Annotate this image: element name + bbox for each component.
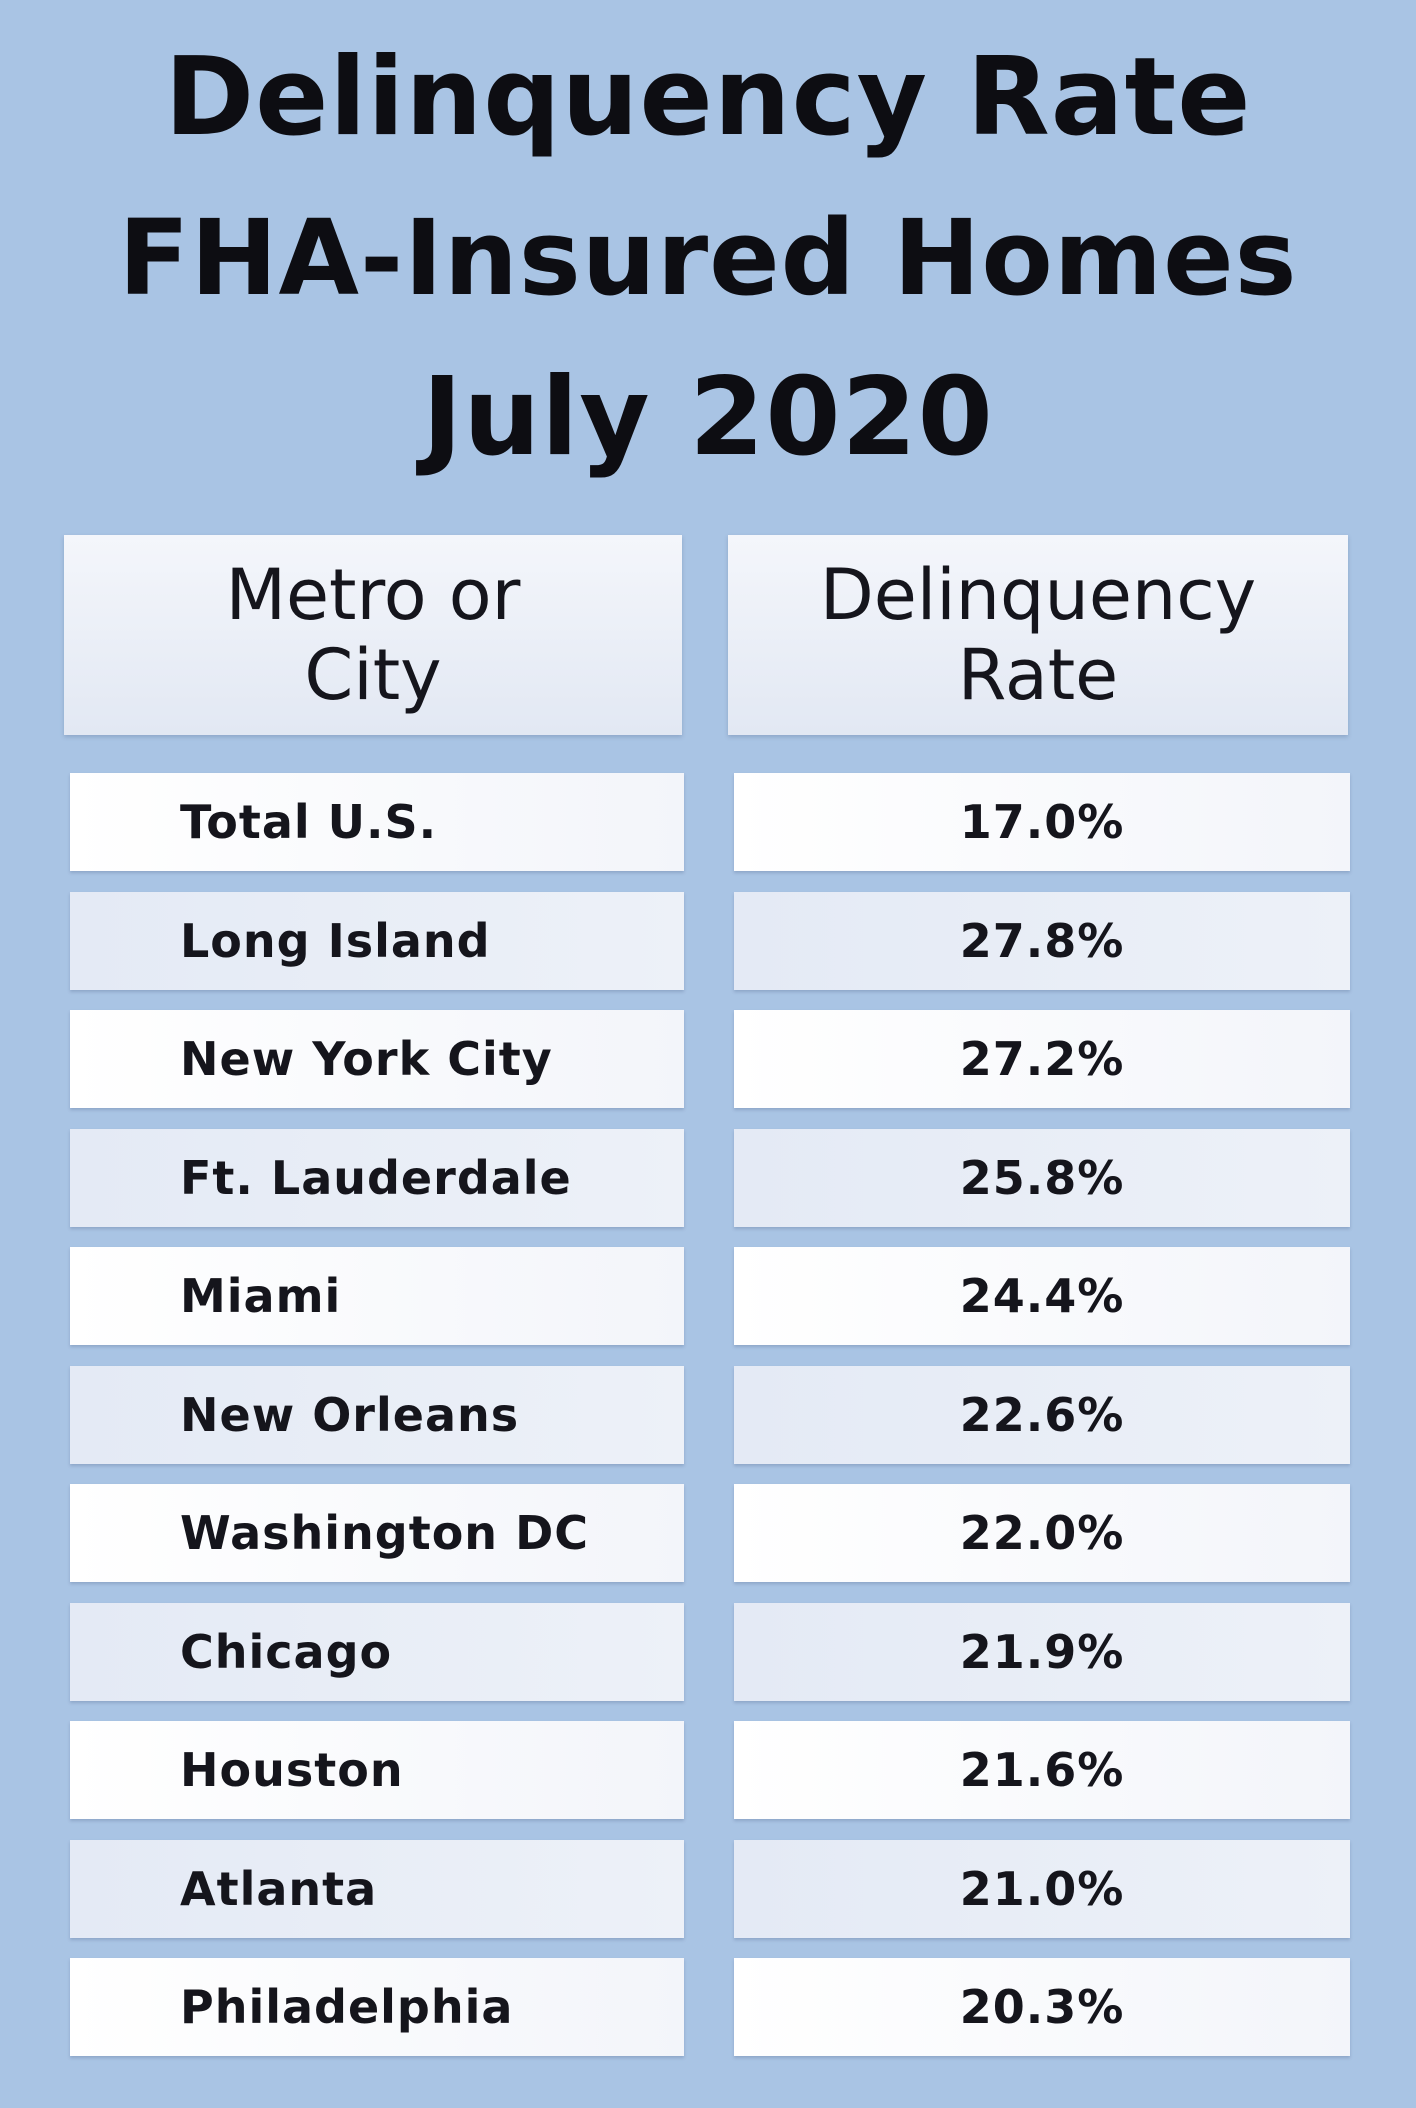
table-row: Philadelphia 20.3% [64,1958,1354,2056]
delinquency-rate-cell: 27.2% [734,1010,1350,1108]
title-line-1: Delinquency Rate [164,35,1252,160]
metro-name-cell: Miami [70,1247,684,1345]
delinquency-rate-cell: 17.0% [734,773,1350,871]
metro-name-cell: Total U.S. [70,773,684,871]
table-row: Total U.S. 17.0% [64,773,1354,871]
delinquency-rate-cell: 22.6% [734,1366,1350,1464]
table-row: Miami 24.4% [64,1247,1354,1345]
delinquency-rate-cell: 22.0% [734,1484,1350,1582]
delinquency-rate-cell: 21.9% [734,1603,1350,1701]
title-line-3: July 2020 [422,355,994,480]
column-header-metro-line-2: City [304,634,442,716]
delinquency-rate-cell: 24.4% [734,1247,1350,1345]
table-row: Washington DC 22.0% [64,1484,1354,1582]
metro-name-cell: Chicago [70,1603,684,1701]
table-row: Long Island 27.8% [64,892,1354,990]
table-row: Chicago 21.9% [64,1603,1354,1701]
metro-name-cell: Long Island [70,892,684,990]
chart-title: Delinquency Rate FHA-Insured Homes July … [0,18,1416,498]
metro-name-cell: Washington DC [70,1484,684,1582]
metro-name-cell: Philadelphia [70,1958,684,2056]
metro-name-cell: Atlanta [70,1840,684,1938]
table-row: Houston 21.6% [64,1721,1354,1819]
metro-name-cell: New York City [70,1010,684,1108]
table-row: Ft. Lauderdale 25.8% [64,1129,1354,1227]
table-row: Atlanta 21.0% [64,1840,1354,1938]
column-header-rate-line-2: Rate [957,634,1119,716]
delinquency-rate-cell: 21.0% [734,1840,1350,1938]
delinquency-rate-cell: 21.6% [734,1721,1350,1819]
column-header-rate: Delinquency Rate [728,535,1348,735]
metro-name-cell: Houston [70,1721,684,1819]
column-header-metro-line-1: Metro or [225,554,521,636]
column-header-rate-line-1: Delinquency [819,554,1257,636]
delinquency-rate-cell: 27.8% [734,892,1350,990]
title-line-2: FHA-Insured Homes [118,197,1298,319]
table-row: New York City 27.2% [64,1010,1354,1108]
column-header-metro: Metro or City [64,535,682,735]
metro-name-cell: New Orleans [70,1366,684,1464]
metro-name-cell: Ft. Lauderdale [70,1129,684,1227]
delinquency-rate-cell: 25.8% [734,1129,1350,1227]
delinquency-rate-cell: 20.3% [734,1958,1350,2056]
table-row: New Orleans 22.6% [64,1366,1354,1464]
